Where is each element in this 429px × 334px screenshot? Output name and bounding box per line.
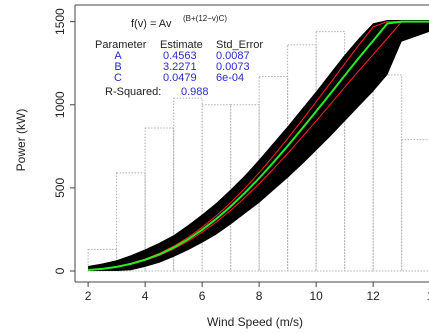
x-tick-label: 10 — [309, 289, 323, 303]
formula: f(v) = Av — [131, 18, 172, 30]
table-header: Estimate — [160, 39, 203, 51]
histogram-bar — [116, 172, 146, 272]
y-tick-label: 0 — [53, 267, 67, 274]
histogram-bar — [401, 139, 429, 272]
table-cell: 0.4563 — [163, 50, 197, 62]
histogram-bar — [201, 104, 232, 272]
histogram-bar — [372, 74, 403, 272]
table-cell: B — [114, 61, 121, 73]
annotation-box: f(v) = Av (B+(12−v)C) Parameter Estimate… — [95, 14, 263, 98]
x-tick-label: 1 — [427, 289, 429, 303]
x-tick-label: 6 — [199, 289, 206, 303]
table-header: Std_Error — [216, 39, 263, 51]
scatter-cloud — [88, 19, 429, 272]
table-cell: 0.0479 — [163, 72, 197, 84]
x-tick-label: 12 — [366, 289, 380, 303]
r-squared-value: 0.988 — [181, 86, 209, 98]
table-cell: A — [114, 50, 122, 62]
formula-exponent: (B+(12−v)C) — [183, 14, 227, 23]
x-tick-label: 2 — [85, 289, 92, 303]
y-tick-label: 1500 — [53, 8, 67, 35]
table-cell: 6e-04 — [216, 72, 244, 84]
y-axis-label: Power (kW) — [14, 109, 28, 172]
y-tick-label: 500 — [53, 178, 67, 198]
r-squared-label: R-Squared: — [105, 86, 161, 98]
x-tick-label: 8 — [256, 289, 263, 303]
table-cell: 0.0073 — [216, 61, 250, 73]
plot-area: 0 500 1000 1500 2 4 6 8 10 12 1 — [53, 4, 429, 303]
table-cell: C — [114, 72, 122, 84]
x-axis-label: Wind Speed (m/s) — [207, 315, 303, 329]
table-cell: 3.2271 — [163, 61, 197, 73]
y-tick-label: 1000 — [53, 91, 67, 118]
table-cell: 0.0087 — [216, 50, 250, 62]
table-header: Parameter — [95, 39, 147, 51]
fit-line — [88, 20, 429, 272]
x-tick-label: 4 — [142, 289, 149, 303]
